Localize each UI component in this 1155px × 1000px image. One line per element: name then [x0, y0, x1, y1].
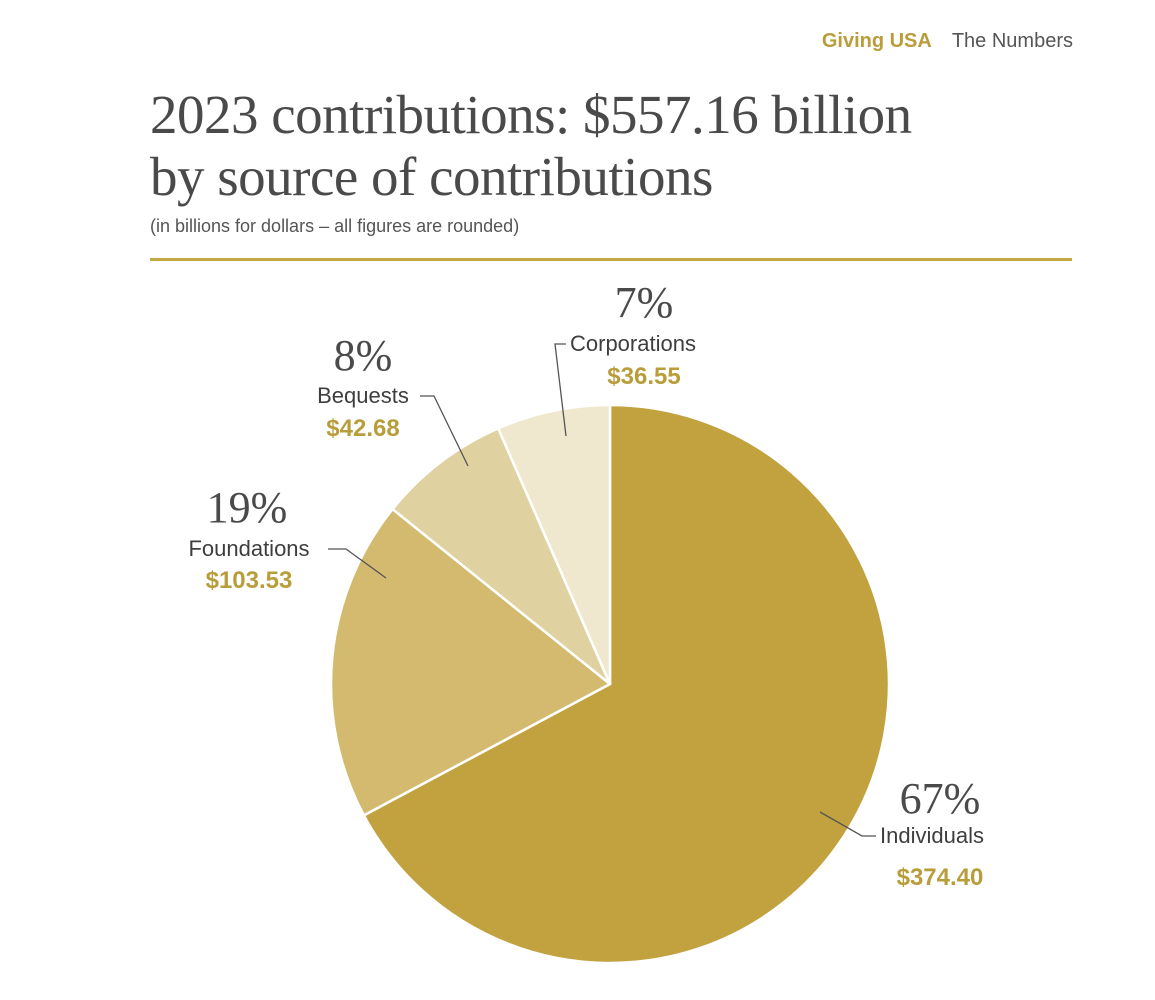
header-nav: Giving USA The Numbers — [822, 30, 1073, 53]
slice-value-individuals: $374.40 — [897, 864, 984, 891]
leader-line-corporations — [554, 343, 567, 437]
title-divider — [150, 258, 1072, 261]
slice-percent-individuals: 67% — [900, 774, 981, 823]
slice-value-corporations: $36.55 — [607, 363, 680, 390]
slice-percent-foundations: 19% — [207, 483, 288, 532]
chart-title: 2023 contributions: $557.16 billion by s… — [150, 84, 912, 208]
slice-label-corporations: Corporations — [570, 331, 696, 356]
brand-label: Giving USA — [821, 30, 932, 52]
leader-line-individuals — [819, 811, 876, 837]
slice-label-foundations: Foundations — [188, 536, 309, 561]
pie-slice-bequests — [391, 427, 612, 686]
chart-title-line-2: by source of contributions — [150, 146, 713, 207]
slice-value-foundations: $103.53 — [206, 567, 293, 594]
leader-line-bequests — [420, 395, 469, 467]
slice-percent-corporations: 7% — [615, 278, 674, 327]
pie-slice-corporations — [496, 403, 612, 686]
chart-subtitle: (in billions for dollars – all figures a… — [150, 216, 520, 236]
slice-label-individuals: Individuals — [880, 823, 984, 848]
slice-value-bequests: $42.68 — [326, 415, 399, 442]
section-label: The Numbers — [951, 30, 1073, 52]
chart-title-line-1: 2023 contributions: $557.16 billion — [150, 84, 912, 145]
leader-line-foundations — [328, 548, 387, 579]
pie-slice-foundations — [329, 507, 612, 817]
pie-labels: 67% Individuals $374.40 19% Foundations … — [188, 278, 984, 891]
pie-slices — [329, 403, 891, 965]
slice-percent-bequests: 8% — [334, 331, 393, 380]
slice-label-bequests: Bequests — [317, 383, 409, 408]
pie-slice-individuals — [362, 403, 891, 965]
